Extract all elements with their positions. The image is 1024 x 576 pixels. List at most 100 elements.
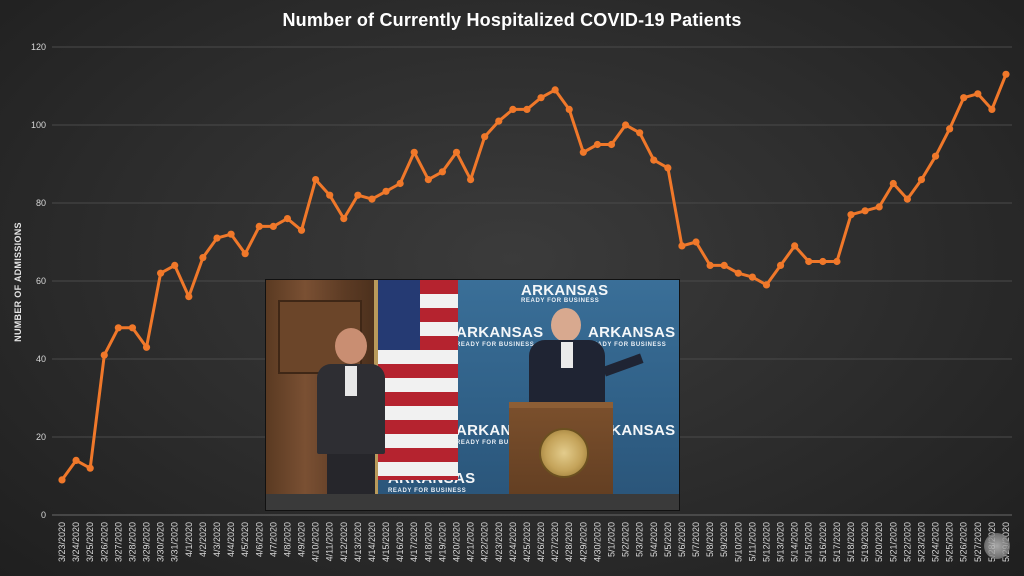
x-tick-label: 5/18/2020 [846, 522, 856, 562]
data-point [1002, 71, 1009, 78]
data-point [946, 125, 953, 132]
x-tick-label: 5/13/2020 [776, 522, 786, 562]
x-tick-label: 4/16/2020 [395, 522, 405, 562]
data-point [749, 274, 756, 281]
data-point [425, 176, 432, 183]
data-point [382, 188, 389, 195]
x-tick-label: 3/28/2020 [127, 522, 137, 562]
y-tick-label: 0 [41, 510, 46, 520]
x-tick-label: 4/12/2020 [339, 522, 349, 562]
x-tick-label: 4/27/2020 [550, 522, 560, 562]
x-tick-label: 4/11/2020 [325, 522, 335, 561]
data-point [537, 94, 544, 101]
x-tick-label: 5/27/2020 [973, 522, 983, 562]
data-point [650, 157, 657, 164]
x-tick-label: 4/5/2020 [240, 522, 250, 557]
x-tick-label: 3/23/2020 [57, 522, 67, 562]
x-tick-label: 3/27/2020 [113, 522, 123, 562]
data-point [58, 476, 65, 483]
banner-tagline-text: READY FOR BUSINESS [521, 298, 599, 304]
x-tick-label: 5/15/2020 [804, 522, 814, 562]
data-point [509, 106, 516, 113]
data-point [876, 203, 883, 210]
y-tick-label: 100 [31, 120, 46, 130]
x-tick-label: 4/20/2020 [452, 522, 462, 562]
data-point [833, 258, 840, 265]
x-tick-label: 5/17/2020 [832, 522, 842, 562]
y-tick-label: 40 [36, 354, 46, 364]
x-tick-label: 5/6/2020 [677, 522, 687, 557]
data-point [213, 235, 220, 242]
data-point [157, 270, 164, 277]
x-tick-label: 5/8/2020 [705, 522, 715, 557]
banner-brand-text: ARKANSAS [521, 282, 608, 299]
data-point [735, 270, 742, 277]
x-tick-label: 5/20/2020 [874, 522, 884, 562]
data-point [692, 238, 699, 245]
data-point [453, 149, 460, 156]
data-point [481, 133, 488, 140]
x-tick-label: 4/18/2020 [423, 522, 433, 562]
x-tick-label: 4/26/2020 [536, 522, 546, 562]
data-point [523, 106, 530, 113]
x-tick-label: 4/4/2020 [226, 522, 236, 557]
x-tick-label: 3/31/2020 [170, 522, 180, 562]
x-tick-label: 5/4/2020 [649, 522, 659, 557]
data-point [707, 262, 714, 269]
data-point [566, 106, 573, 113]
x-tick-label: 4/30/2020 [592, 522, 602, 562]
data-point [256, 223, 263, 230]
x-tick-label: 4/24/2020 [508, 522, 518, 562]
data-point [918, 176, 925, 183]
x-tick-label: 4/14/2020 [367, 522, 377, 562]
x-tick-label: 4/10/2020 [311, 522, 321, 562]
data-point [890, 180, 897, 187]
interpreter-figure [311, 328, 391, 498]
x-tick-label: 5/24/2020 [931, 522, 941, 562]
x-tick-label: 4/29/2020 [578, 522, 588, 562]
data-point [608, 141, 615, 148]
data-point [87, 465, 94, 472]
x-tick-label: 4/15/2020 [381, 522, 391, 562]
data-point [467, 176, 474, 183]
data-point [594, 141, 601, 148]
data-point [960, 94, 967, 101]
chart-title: Number of Currently Hospitalized COVID-1… [0, 10, 1024, 31]
data-point [622, 121, 629, 128]
data-point [974, 90, 981, 97]
x-tick-label: 3/25/2020 [85, 522, 95, 562]
data-point [171, 262, 178, 269]
y-tick-label: 80 [36, 198, 46, 208]
x-tick-label: 4/7/2020 [268, 522, 278, 557]
x-tick-label: 4/28/2020 [564, 522, 574, 562]
data-point [185, 293, 192, 300]
data-point [988, 106, 995, 113]
x-tick-label: 5/2/2020 [621, 522, 631, 557]
data-point [636, 129, 643, 136]
x-tick-label: 4/6/2020 [254, 522, 264, 557]
data-point [411, 149, 418, 156]
data-point [101, 352, 108, 359]
speaker-figure [521, 308, 621, 408]
data-point [227, 231, 234, 238]
data-point [847, 211, 854, 218]
x-tick-label: 4/2/2020 [198, 522, 208, 557]
data-point [664, 164, 671, 171]
data-point [678, 242, 685, 249]
data-point [791, 242, 798, 249]
x-tick-label: 4/1/2020 [184, 522, 194, 557]
data-point [326, 192, 333, 199]
data-point [862, 207, 869, 214]
data-point [340, 215, 347, 222]
x-tick-label: 5/10/2020 [733, 522, 743, 562]
x-tick-label: 5/19/2020 [860, 522, 870, 562]
x-tick-label: 4/19/2020 [437, 522, 447, 562]
data-point [439, 168, 446, 175]
data-point [904, 196, 911, 203]
x-tick-label: 4/9/2020 [297, 522, 307, 557]
press-conference-video: ARKANSAS READY FOR BUSINESS ARKANSAS REA… [265, 279, 680, 511]
x-tick-label: 5/21/2020 [888, 522, 898, 562]
data-point [143, 344, 150, 351]
data-point [199, 254, 206, 261]
x-tick-label: 4/25/2020 [522, 522, 532, 562]
